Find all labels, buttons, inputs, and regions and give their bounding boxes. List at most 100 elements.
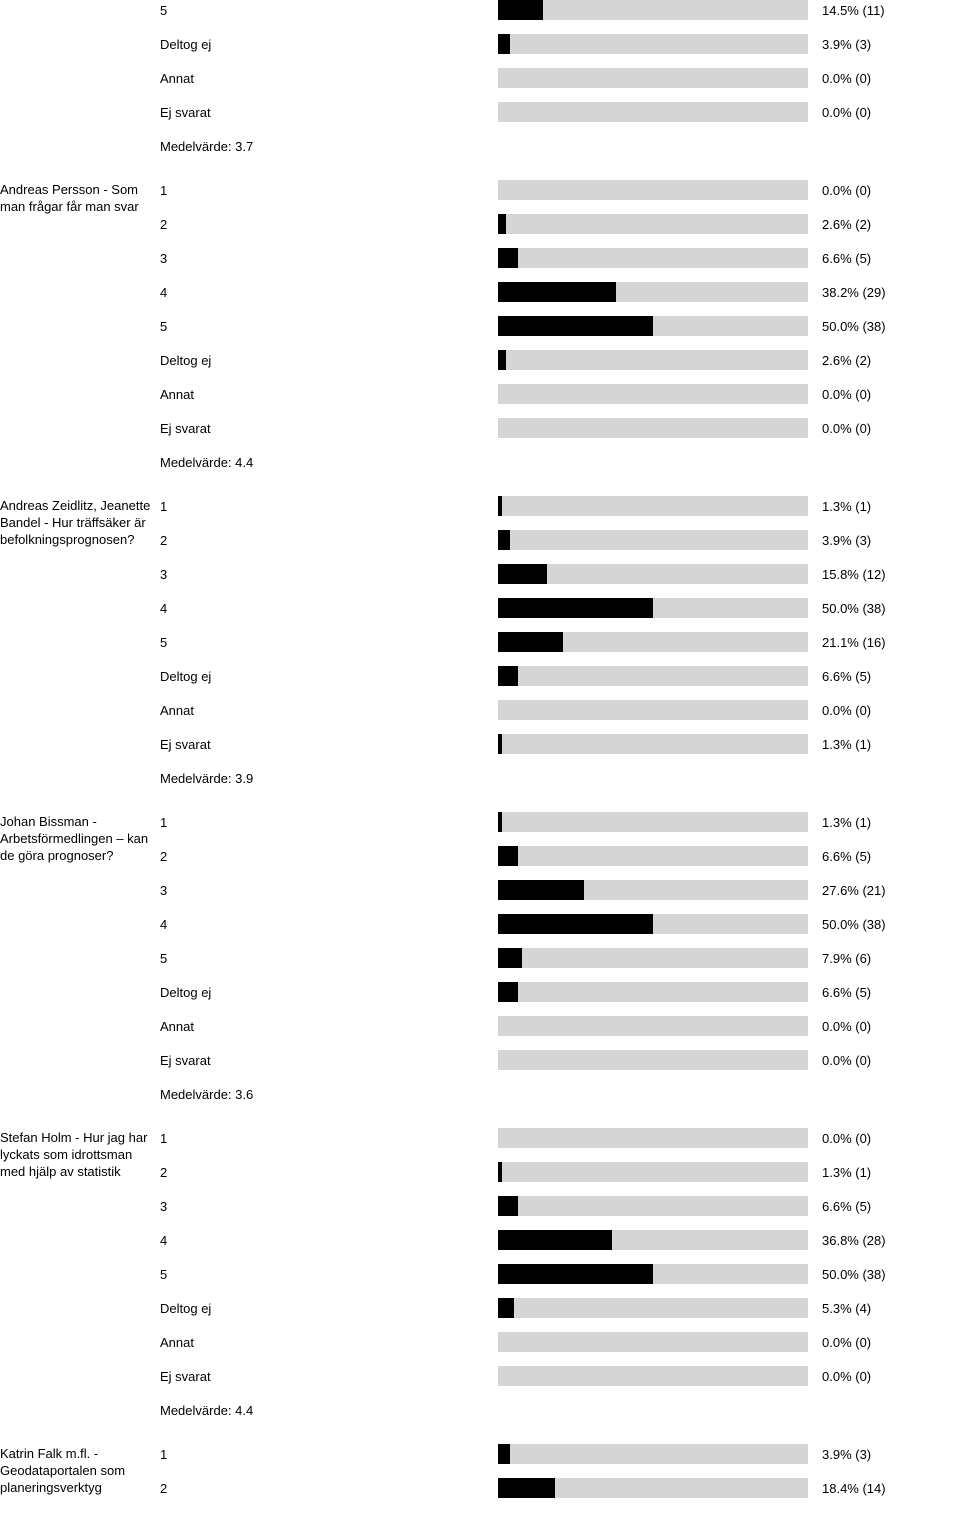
bar-container (498, 564, 808, 584)
question-text: Katrin Falk m.fl. - Geodataportalen som … (0, 1444, 160, 1497)
bar-background (498, 418, 808, 438)
row-label: 4 (160, 1233, 498, 1248)
bar-container (498, 384, 808, 404)
bar-row: 218.4% (14) (160, 1478, 960, 1498)
row-value: 3.9% (3) (822, 1447, 871, 1462)
row-label: Annat (160, 1335, 498, 1350)
bar-row: Deltog ej6.6% (5) (160, 666, 960, 686)
row-label: Ej svarat (160, 1053, 498, 1068)
row-label: 4 (160, 601, 498, 616)
bar-background (498, 1264, 808, 1284)
row-value: 3.9% (3) (822, 37, 871, 52)
average-text: Medelvärde: 4.4 (160, 452, 960, 472)
row-value: 0.0% (0) (822, 1335, 871, 1350)
row-label: Ej svarat (160, 1369, 498, 1384)
row-label: Ej svarat (160, 105, 498, 120)
row-value: 50.0% (38) (822, 319, 886, 334)
bar-background (498, 982, 808, 1002)
bar-fill (498, 1196, 518, 1216)
bar-container (498, 598, 808, 618)
bar-background (498, 880, 808, 900)
rows-container: 13.9% (3) 218.4% (14) (160, 1444, 960, 1512)
row-label: 3 (160, 251, 498, 266)
bar-container (498, 248, 808, 268)
average-text: Medelvärde: 3.7 (160, 136, 960, 156)
bar-background (498, 598, 808, 618)
bar-container (498, 1366, 808, 1386)
bar-container (498, 632, 808, 652)
bar-background (498, 102, 808, 122)
row-value: 27.6% (21) (822, 883, 886, 898)
row-value: 0.0% (0) (822, 703, 871, 718)
bar-row: 450.0% (38) (160, 598, 960, 618)
bar-background (498, 1128, 808, 1148)
row-value: 36.8% (28) (822, 1233, 886, 1248)
row-value: 2.6% (2) (822, 217, 871, 232)
row-label: 3 (160, 1199, 498, 1214)
question-group: Andreas Persson - Som man frågar får man… (0, 180, 960, 490)
bar-container (498, 350, 808, 370)
average-text: Medelvärde: 4.4 (160, 1400, 960, 1420)
question-text: Andreas Persson - Som man frågar får man… (0, 180, 160, 216)
row-label: 5 (160, 951, 498, 966)
bar-container (498, 68, 808, 88)
question-text: Johan Bissman - Arbetsförmedlingen – kan… (0, 812, 160, 865)
bar-background (498, 1478, 808, 1498)
bar-row: 21.3% (1) (160, 1162, 960, 1182)
rows-container: 11.3% (1)23.9% (3)315.8% (12)450.0% (38)… (160, 496, 960, 806)
bar-row: 4 36.8% (28) (160, 1230, 960, 1250)
bar-fill (498, 34, 510, 54)
bar-row: 11.3% (1) (160, 496, 960, 516)
bar-container (498, 880, 808, 900)
row-value: 0.0% (0) (822, 1369, 871, 1384)
bar-container (498, 1162, 808, 1182)
bar-fill (498, 880, 584, 900)
row-value: 0.0% (0) (822, 1131, 871, 1146)
row-value: 2.6% (2) (822, 353, 871, 368)
bar-background (498, 734, 808, 754)
bar-container (498, 1128, 808, 1148)
bar-background (498, 666, 808, 686)
row-value: 18.4% (14) (822, 1481, 886, 1496)
row-label: 4 (160, 917, 498, 932)
row-label: 5 (160, 635, 498, 650)
bar-background (498, 214, 808, 234)
bar-row: Deltog ej5.3% (4) (160, 1298, 960, 1318)
bar-background (498, 1230, 808, 1250)
bar-row: Ej svarat0.0% (0) (160, 1050, 960, 1070)
bar-background (498, 632, 808, 652)
bar-row: Ej svarat0.0% (0) (160, 418, 960, 438)
bar-background (498, 0, 808, 20)
bar-row: 514.5% (11) (160, 0, 960, 20)
row-label: 1 (160, 1131, 498, 1146)
bar-background (498, 1444, 808, 1464)
bar-fill (498, 1298, 514, 1318)
bar-fill (498, 734, 502, 754)
question-text: Stefan Holm - Hur jag har lyckats som id… (0, 1128, 160, 1181)
average-text: Medelvärde: 3.9 (160, 768, 960, 788)
bar-row: 550.0% (38) (160, 1264, 960, 1284)
row-value: 6.6% (5) (822, 1199, 871, 1214)
bar-row: Annat0.0% (0) (160, 700, 960, 720)
question-group: Johan Bissman - Arbetsförmedlingen – kan… (0, 812, 960, 1122)
bar-fill (498, 666, 518, 686)
bar-row: 3 6.6% (5) (160, 1196, 960, 1216)
row-value: 0.0% (0) (822, 421, 871, 436)
bar-row: Deltog ej3.9% (3) (160, 34, 960, 54)
row-value: 21.1% (16) (822, 635, 886, 650)
bar-background (498, 68, 808, 88)
bar-row: 13.9% (3) (160, 1444, 960, 1464)
bar-background (498, 530, 808, 550)
bar-container (498, 1230, 808, 1250)
bar-container (498, 1332, 808, 1352)
bar-fill (498, 1478, 555, 1498)
row-value: 1.3% (1) (822, 815, 871, 830)
bar-fill (498, 1444, 510, 1464)
row-label: 5 (160, 3, 498, 18)
bar-row: Deltog ej2.6% (2) (160, 350, 960, 370)
bar-row: 315.8% (12) (160, 564, 960, 584)
row-label: 2 (160, 849, 498, 864)
row-label: Annat (160, 387, 498, 402)
rows-container: 11.3% (1)26.6% (5)327.6% (21)450.0% (38)… (160, 812, 960, 1122)
row-value: 1.3% (1) (822, 499, 871, 514)
